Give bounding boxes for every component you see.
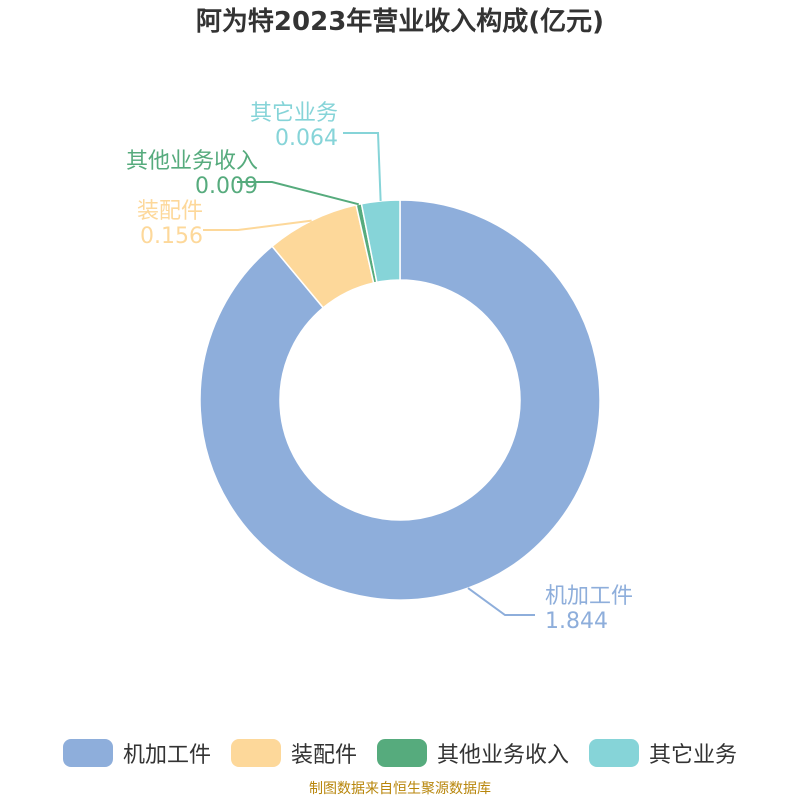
legend-label: 其他业务收入 (437, 743, 570, 768)
leader-line-4 (343, 132, 382, 201)
legend-item-1[interactable]: 机加工件 (62, 737, 211, 769)
legend-item-4[interactable]: 其它业务 (589, 737, 737, 769)
slice-name-label-3: 其他业务收入 (126, 149, 258, 174)
slice-value-label-2: 0.156 (140, 224, 203, 249)
leader-line-3 (237, 181, 360, 206)
legend-item-2[interactable]: 装配件 (230, 737, 357, 769)
legend-swatch (377, 739, 427, 767)
chart-title: 阿为特2023年营业收入构成(亿元) (195, 7, 605, 37)
leader-line-2 (203, 219, 312, 231)
slice-value-label-4: 0.064 (275, 126, 338, 151)
slice-name-label-1: 机加工件 (545, 584, 633, 609)
legend-swatch (230, 739, 281, 767)
leader-line-1 (467, 587, 535, 616)
slice-name-label-4: 其它业务 (250, 101, 338, 126)
slice-value-label-3: 0.009 (195, 174, 258, 199)
slice-4 (360, 199, 401, 284)
slice-name-label-2: 装配件 (137, 199, 203, 224)
slice-value-label-1: 1.844 (545, 609, 608, 634)
legend-swatch (589, 739, 640, 767)
slice-1 (199, 199, 601, 601)
legend-label: 装配件 (290, 743, 357, 768)
legend-label: 机加工件 (122, 743, 211, 768)
source-note: 制图数据来自恒生聚源数据库 (309, 781, 491, 797)
legend-swatch (62, 739, 113, 767)
legend-label: 其它业务 (649, 743, 738, 768)
slices-layer (199, 199, 601, 601)
legend: 机加工件 装配件 其他业务收入 其它业务 (0, 737, 800, 769)
legend-item-3[interactable]: 其他业务收入 (377, 737, 569, 769)
